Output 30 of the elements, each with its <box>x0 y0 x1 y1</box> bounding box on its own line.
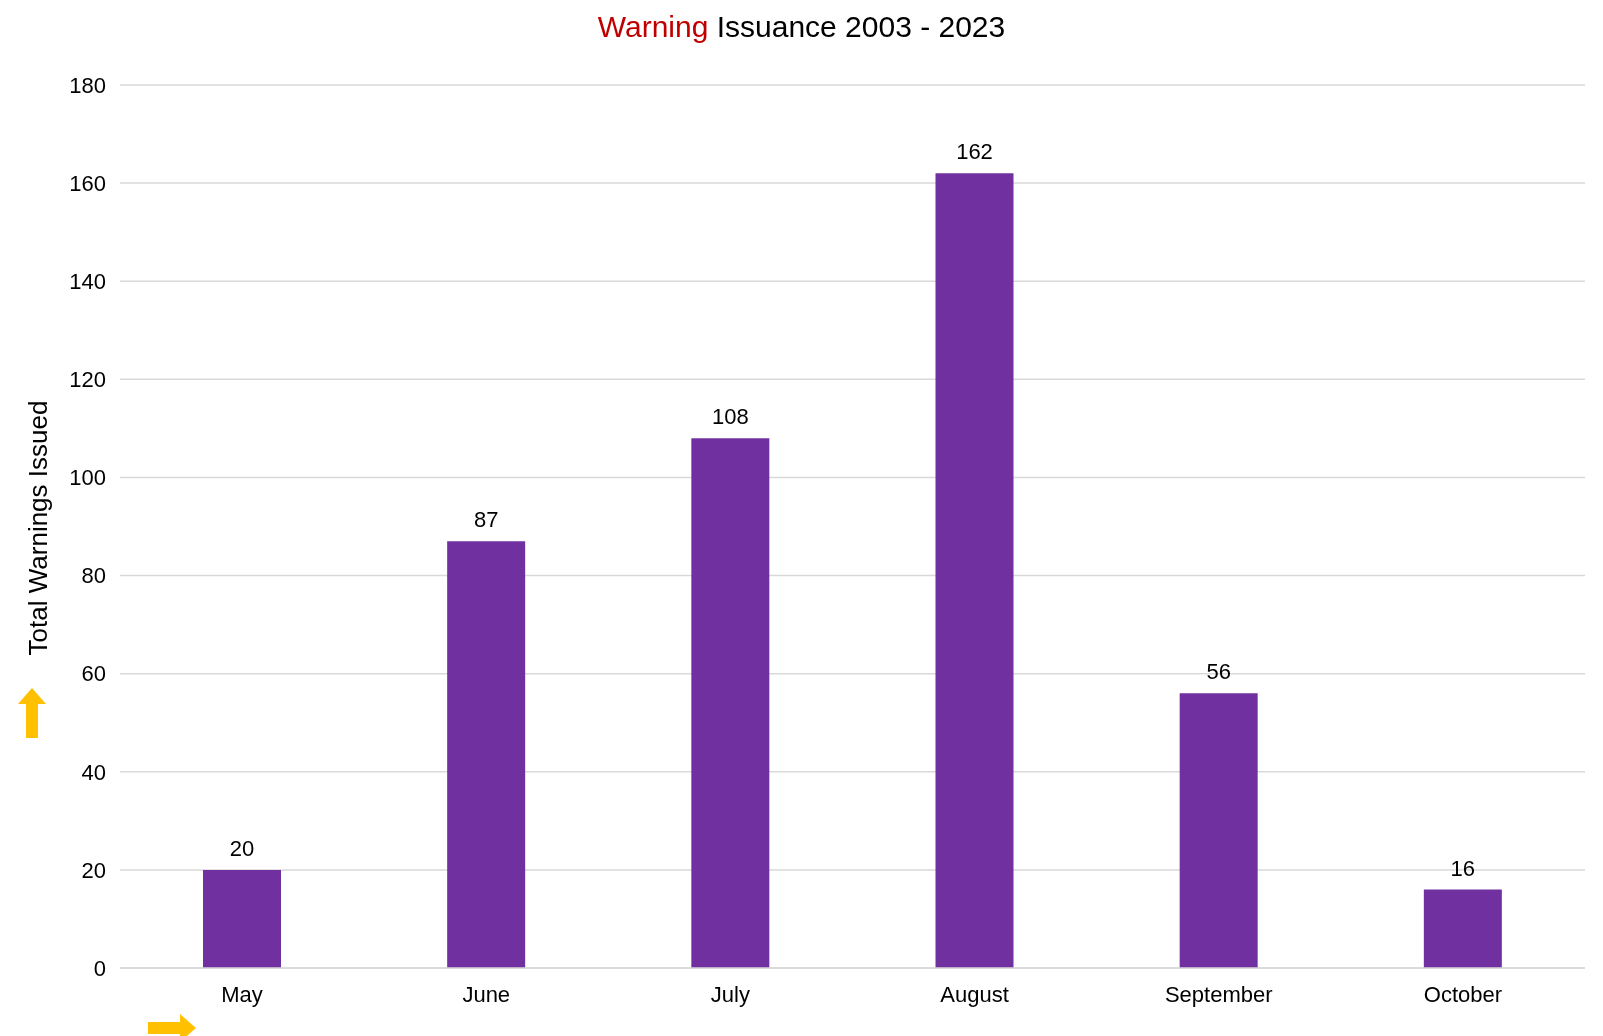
x-tick-label: May <box>221 981 263 1007</box>
data-label: 108 <box>711 404 749 430</box>
y-tick-label: 60 <box>81 661 106 687</box>
bar <box>1179 693 1258 968</box>
bar <box>935 173 1014 968</box>
x-tick-label: August <box>940 981 1009 1007</box>
data-label: 16 <box>1450 855 1476 881</box>
y-tick-label: 80 <box>81 563 106 589</box>
x-tick-label: October <box>1423 981 1503 1007</box>
data-label: 56 <box>1206 659 1231 685</box>
data-label: 20 <box>229 835 255 861</box>
x-tick-label: September <box>1164 981 1273 1007</box>
bar <box>1423 889 1502 968</box>
y-tick-label: 180 <box>69 72 106 98</box>
chart-title: Warning Issuance 2003 - 2023 <box>597 10 1006 43</box>
y-tick-label: 20 <box>81 857 106 883</box>
y-tick-label: 0 <box>93 955 106 981</box>
x-tick-label: July <box>710 981 750 1007</box>
data-label: 162 <box>956 139 993 165</box>
y-tick-label: 140 <box>69 269 106 295</box>
x-tick-label: June <box>462 981 511 1007</box>
y-tick-label: 120 <box>69 367 106 393</box>
y-tick-label: 160 <box>69 170 106 196</box>
y-tick-label: 40 <box>81 759 106 785</box>
data-label: 87 <box>473 507 499 533</box>
y-axis-title: Total Warnings Issued <box>22 400 54 656</box>
bar <box>691 438 770 968</box>
bar <box>447 541 526 968</box>
bar <box>203 869 281 968</box>
y-tick-label: 100 <box>69 465 106 491</box>
